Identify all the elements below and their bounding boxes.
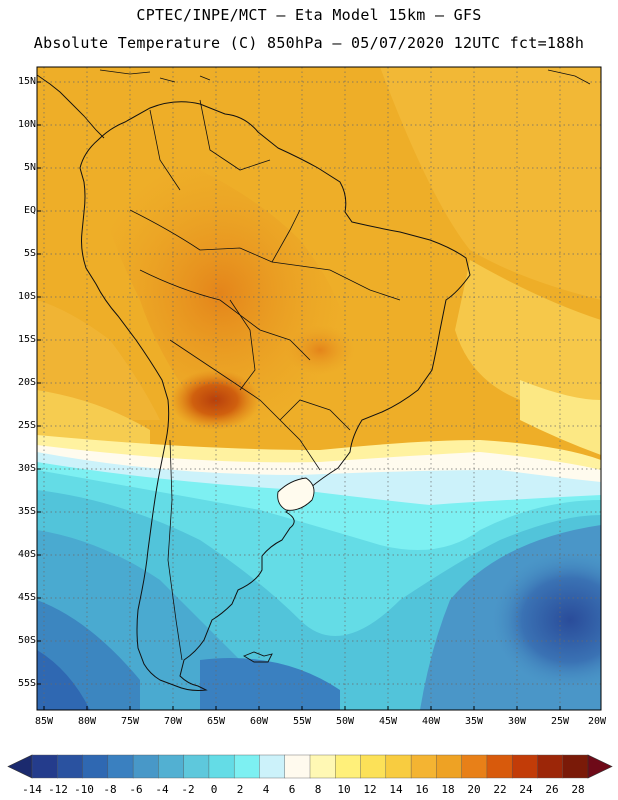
- colorbar-swatch: [385, 754, 412, 779]
- south-america-coastline: [79, 101, 471, 691]
- colorbar-swatch: [57, 754, 84, 779]
- lat-label: 10S: [17, 291, 36, 302]
- colorbar-swatch: [183, 754, 210, 779]
- warm-core: [90, 155, 350, 433]
- country-borders: [129, 99, 401, 661]
- lon-label: 35W: [464, 716, 484, 727]
- temperature-field: [37, 67, 601, 710]
- colorbar-label: 20: [467, 783, 481, 796]
- colorbar-label: -8: [103, 783, 117, 796]
- colorbar-label: -2: [181, 783, 195, 796]
- lon-label: 70W: [163, 716, 183, 727]
- colorbar-swatch: [335, 754, 362, 779]
- lat-label: EQ: [23, 205, 36, 216]
- temp-band-minus10-west: [37, 650, 90, 710]
- colorbar-swatch: [284, 754, 311, 779]
- colorbar-swatch: [208, 754, 235, 779]
- colorbar-label: 12: [363, 783, 377, 796]
- lon-label: 80W: [77, 716, 97, 727]
- lon-label: 20W: [587, 716, 607, 727]
- colorbar-swatch: [511, 754, 538, 779]
- colorbar-label: 6: [288, 783, 296, 796]
- lat-label: 20S: [17, 377, 36, 388]
- colorbar-label: 14: [389, 783, 403, 796]
- chart-title-line1: CPTEC/INPE/MCT – Eta Model 15km – GFS: [136, 6, 482, 24]
- colorbar-arrow-low: [7, 754, 33, 779]
- lon-label: 25W: [550, 716, 570, 727]
- lon-label: 45W: [378, 716, 398, 727]
- colorbar-arrow-high: [587, 754, 613, 779]
- falkland-islands: [242, 651, 273, 663]
- colorbar-swatch: [158, 754, 185, 779]
- colorbar-label: 28: [571, 783, 585, 796]
- colorbar-swatch: [107, 754, 134, 779]
- temp-band-minus8-south: [200, 658, 340, 710]
- map-frame: [36, 66, 602, 711]
- colorbar-label: 10: [337, 783, 351, 796]
- colorbar-swatch: [486, 754, 513, 779]
- colorbar-label: -6: [129, 783, 143, 796]
- lat-label: 25S: [17, 420, 36, 431]
- colorbar-swatch: [82, 754, 109, 779]
- colorbar-label: 4: [262, 783, 270, 796]
- axis-ticks: [37, 81, 602, 710]
- central-america-coastline: [37, 74, 105, 139]
- lat-label: 5S: [23, 248, 36, 259]
- caribbean-islands: [99, 69, 591, 85]
- colorbar-swatch: [132, 754, 159, 779]
- colorbar: [7, 754, 613, 779]
- lon-label: 65W: [206, 716, 226, 727]
- lon-label: 30W: [507, 716, 527, 727]
- colorbar-label: 2: [236, 783, 244, 796]
- lat-label: 35S: [17, 506, 36, 517]
- lon-label: 40W: [421, 716, 441, 727]
- colorbar-label: 26: [545, 783, 559, 796]
- colorbar-swatch: [436, 754, 463, 779]
- chart-title-line2: Absolute Temperature (C) 850hPa – 05/07/…: [33, 34, 585, 52]
- warm-spot-central: [285, 325, 355, 375]
- graticule: [37, 67, 601, 710]
- lon-label: 85W: [34, 716, 54, 727]
- lon-label: 75W: [120, 716, 140, 727]
- colorbar-label: -12: [48, 783, 68, 796]
- colorbar-swatch: [537, 754, 564, 779]
- colorbar-swatch: [259, 754, 286, 779]
- temp-band-14-west: [37, 390, 150, 445]
- hot-spot-chaco: [170, 370, 260, 430]
- lon-label: 55W: [292, 716, 312, 727]
- temp-band-12: [520, 380, 601, 455]
- cold-core-east: [490, 550, 601, 690]
- lat-label: 55S: [17, 678, 36, 689]
- lat-label: 30S: [17, 463, 36, 474]
- lat-label: 15S: [17, 334, 36, 345]
- lon-label: 60W: [249, 716, 269, 727]
- lat-label: 10N: [17, 119, 36, 130]
- colorbar-swatch: [309, 754, 336, 779]
- colorbar-swatch: [461, 754, 488, 779]
- colorbar-swatch: [31, 754, 58, 779]
- colorbar-label: 16: [415, 783, 429, 796]
- colorbar-label: -4: [155, 783, 169, 796]
- lat-label: 15N: [17, 76, 36, 87]
- lat-label: 45S: [17, 592, 36, 603]
- la-plata-estuary: [277, 477, 315, 511]
- lat-label: 40S: [17, 549, 36, 560]
- colorbar-label: 0: [210, 783, 218, 796]
- colorbar-label: -10: [74, 783, 94, 796]
- lat-label: 5N: [23, 162, 36, 173]
- temp-band-16-west: [37, 300, 160, 420]
- colorbar-label: 24: [519, 783, 533, 796]
- colorbar-swatch: [233, 754, 260, 779]
- lon-label: 50W: [335, 716, 355, 727]
- colorbar-label: -14: [22, 783, 42, 796]
- colorbar-label: 22: [493, 783, 507, 796]
- colorbar-swatch: [562, 754, 589, 779]
- colorbar-swatch: [360, 754, 387, 779]
- lat-label: 50S: [17, 635, 36, 646]
- colorbar-label: 18: [441, 783, 455, 796]
- colorbar-label: 8: [314, 783, 322, 796]
- colorbar-swatch: [410, 754, 437, 779]
